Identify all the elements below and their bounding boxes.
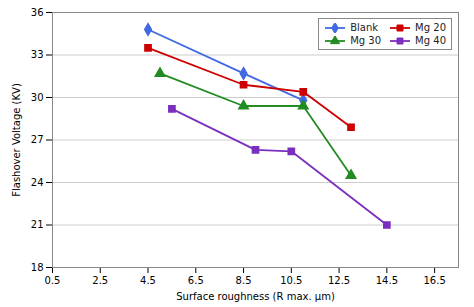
svg-text:24: 24 [31, 177, 44, 188]
svg-text:6.5: 6.5 [188, 275, 204, 286]
svg-text:27: 27 [31, 134, 44, 145]
svg-text:36: 36 [31, 7, 44, 18]
svg-text:Flashover Voltage (KV): Flashover Voltage (KV) [11, 83, 22, 197]
svg-text:18: 18 [31, 262, 44, 273]
svg-text:33: 33 [31, 49, 44, 60]
svg-text:21: 21 [31, 219, 44, 230]
svg-text:16.5: 16.5 [423, 275, 445, 286]
svg-text:12.5: 12.5 [328, 275, 350, 286]
svg-text:2.5: 2.5 [92, 275, 108, 286]
html-text:Mg 20: Mg 20 [415, 22, 446, 33]
html-text:Blank: Blank [350, 22, 379, 33]
svg-text:30: 30 [31, 92, 44, 103]
svg-text:0.5: 0.5 [45, 275, 61, 286]
svg-text:8.5: 8.5 [236, 275, 252, 286]
html-text:Mg 40: Mg 40 [415, 35, 446, 46]
svg-text:14.5: 14.5 [376, 275, 398, 286]
svg-text:Surface roughness (R max. μm): Surface roughness (R max. μm) [176, 291, 335, 302]
html-text:Mg 30: Mg 30 [350, 35, 382, 46]
svg-text:10.5: 10.5 [280, 275, 302, 286]
svg-text:4.5: 4.5 [140, 275, 156, 286]
